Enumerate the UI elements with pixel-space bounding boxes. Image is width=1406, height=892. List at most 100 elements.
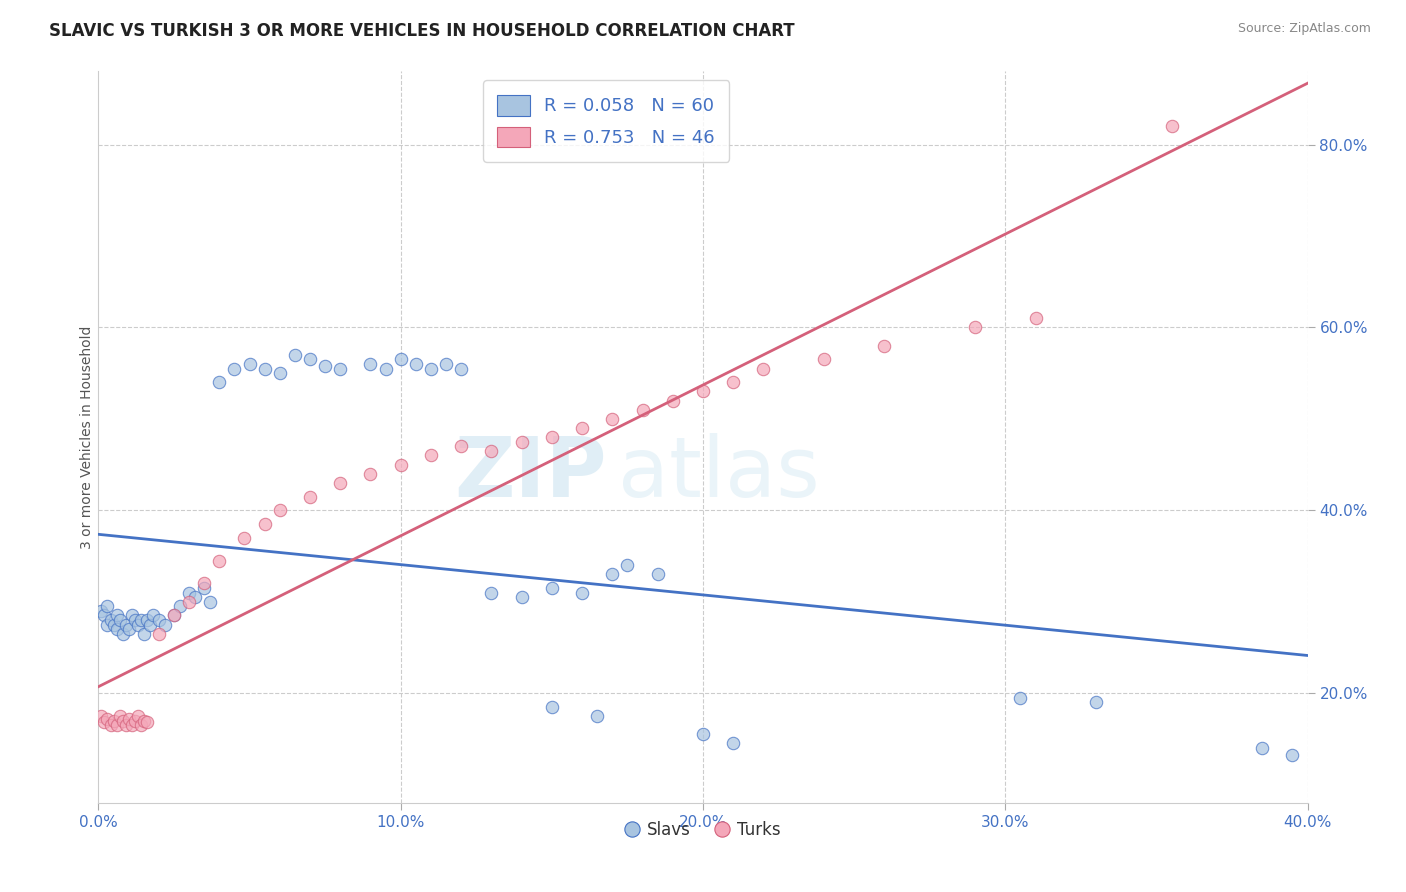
- Point: [103, 714, 125, 728]
- Point: [100, 718, 122, 732]
- Point: [93, 715, 115, 730]
- Point: [124, 613, 146, 627]
- Point: [647, 567, 669, 582]
- Point: [723, 736, 745, 750]
- Point: [114, 718, 136, 732]
- Point: [253, 361, 276, 376]
- Point: [299, 352, 322, 367]
- Point: [586, 709, 609, 723]
- Point: [132, 714, 155, 728]
- Point: [169, 599, 191, 614]
- Point: [329, 475, 352, 490]
- Point: [105, 608, 128, 623]
- Point: [420, 361, 443, 376]
- Point: [360, 467, 382, 481]
- Point: [631, 402, 654, 417]
- Point: [420, 448, 443, 462]
- Point: [111, 714, 134, 728]
- Point: [253, 516, 276, 531]
- Point: [510, 434, 533, 449]
- Point: [135, 613, 157, 627]
- Point: [284, 348, 307, 362]
- Point: [873, 339, 896, 353]
- Point: [434, 357, 457, 371]
- Point: [90, 709, 112, 723]
- Point: [163, 608, 186, 623]
- Point: [299, 490, 322, 504]
- Point: [1024, 311, 1046, 326]
- Point: [1160, 120, 1182, 134]
- Point: [360, 357, 382, 371]
- Point: [540, 581, 562, 595]
- Legend: Slavs, Turks: Slavs, Turks: [619, 814, 787, 846]
- Point: [224, 361, 246, 376]
- Point: [96, 617, 118, 632]
- Point: [723, 375, 745, 389]
- Point: [571, 585, 593, 599]
- Point: [105, 718, 128, 732]
- Point: [127, 617, 149, 632]
- Point: [752, 361, 775, 376]
- Point: [200, 594, 222, 608]
- Point: [374, 361, 396, 376]
- Point: [108, 613, 131, 627]
- Text: SLAVIC VS TURKISH 3 OR MORE VEHICLES IN HOUSEHOLD CORRELATION CHART: SLAVIC VS TURKISH 3 OR MORE VEHICLES IN …: [49, 22, 794, 40]
- Text: atlas: atlas: [619, 434, 820, 514]
- Point: [405, 357, 427, 371]
- Point: [616, 558, 638, 573]
- Point: [118, 622, 141, 636]
- Point: [269, 366, 291, 380]
- Point: [232, 531, 254, 545]
- Point: [314, 359, 336, 373]
- Point: [208, 553, 231, 567]
- Point: [100, 613, 122, 627]
- Point: [602, 412, 624, 426]
- Point: [163, 608, 186, 623]
- Point: [111, 626, 134, 640]
- Point: [129, 718, 152, 732]
- Text: Source: ZipAtlas.com: Source: ZipAtlas.com: [1237, 22, 1371, 36]
- Point: [90, 604, 112, 618]
- Point: [692, 727, 714, 741]
- Point: [813, 352, 835, 367]
- Point: [965, 320, 987, 334]
- Point: [139, 617, 162, 632]
- Point: [208, 375, 231, 389]
- Point: [1281, 748, 1303, 763]
- Point: [129, 613, 152, 627]
- Point: [602, 567, 624, 582]
- Point: [239, 357, 262, 371]
- Point: [105, 622, 128, 636]
- Point: [450, 361, 472, 376]
- Point: [389, 352, 412, 367]
- Point: [1010, 690, 1032, 705]
- Point: [571, 421, 593, 435]
- Point: [121, 718, 143, 732]
- Point: [1251, 740, 1274, 755]
- Point: [96, 599, 118, 614]
- Point: [481, 585, 503, 599]
- Point: [114, 617, 136, 632]
- Point: [193, 581, 215, 595]
- Point: [184, 590, 207, 604]
- Point: [118, 712, 141, 726]
- Point: [103, 617, 125, 632]
- Point: [481, 443, 503, 458]
- Point: [179, 585, 201, 599]
- Point: [132, 626, 155, 640]
- Point: [193, 576, 215, 591]
- Text: ZIP: ZIP: [454, 434, 606, 514]
- Point: [450, 439, 472, 453]
- Point: [1085, 695, 1108, 709]
- Point: [148, 626, 170, 640]
- Point: [510, 590, 533, 604]
- Point: [127, 709, 149, 723]
- Point: [661, 393, 683, 408]
- Point: [179, 594, 201, 608]
- Y-axis label: 3 or more Vehicles in Household: 3 or more Vehicles in Household: [80, 326, 94, 549]
- Point: [96, 712, 118, 726]
- Point: [135, 715, 157, 730]
- Point: [121, 608, 143, 623]
- Point: [153, 617, 176, 632]
- Point: [148, 613, 170, 627]
